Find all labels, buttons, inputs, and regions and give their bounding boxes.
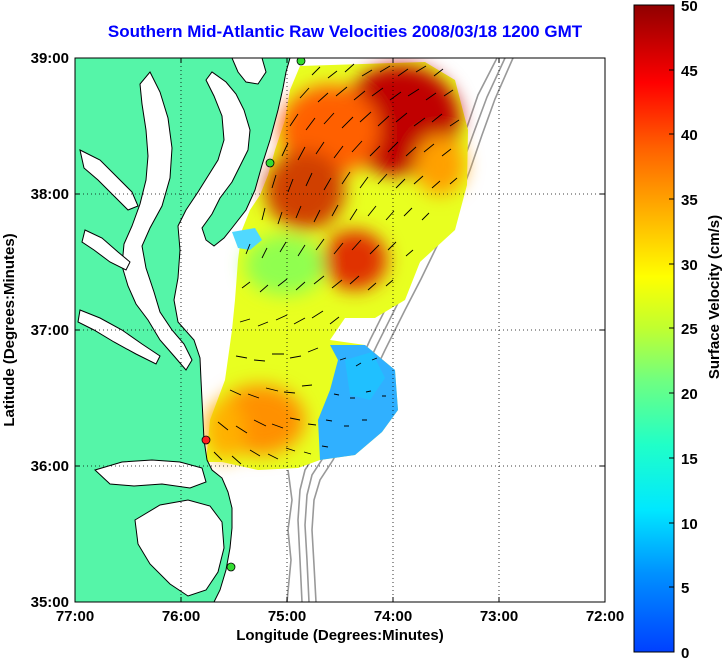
x-axis-label: Longitude (Degrees:Minutes): [236, 627, 444, 644]
arrow-row-02: [299, 86, 454, 103]
colorbar-tick-label: 45: [681, 63, 698, 80]
x-tick-label: 73:00: [480, 608, 518, 625]
x-tick-label: 75:00: [268, 608, 306, 625]
colorbar-tick-label: 20: [681, 386, 698, 403]
bathymetry-contour-shelf: [286, 469, 293, 602]
x-tick-label: 77:00: [56, 608, 94, 625]
pamlico-sound: [134, 499, 225, 597]
colorbar-tick-label: 25: [681, 321, 698, 338]
arrow-row-06: [261, 204, 430, 225]
chesapeake-bay: [121, 71, 193, 371]
arrow-row-08: [241, 275, 394, 293]
velocity-zone-green: [245, 235, 325, 295]
arrow-row-01: [311, 63, 444, 79]
arrow-row-12: [217, 417, 367, 434]
velocity-zone-central: [265, 150, 345, 230]
arrow-row-11: [229, 384, 386, 399]
velocity-zone-southwest: [205, 400, 245, 460]
velocity-field: [205, 62, 468, 470]
y-axis-ticks: [75, 57, 605, 603]
y-tick-label: 35:00: [31, 594, 69, 611]
y-tick-label: 37:00: [31, 322, 69, 339]
chart-title: Southern Mid-Atlantic Raw Velocities 200…: [107, 22, 583, 41]
x-axis-ticks: [74, 58, 606, 602]
colorbar-tick-label: 30: [681, 257, 698, 274]
colorbar-tick-label: 50: [681, 0, 698, 15]
colorbar: [633, 4, 675, 653]
colorbar-label: Surface Velocity (cm/s): [706, 215, 723, 379]
station-marker-northern: [296, 58, 306, 66]
colorbar-tick-label: 35: [681, 192, 698, 209]
velocity-zone-east: [415, 135, 465, 195]
station-marker-southern: [201, 435, 211, 445]
x-tick-label: 76:00: [162, 608, 200, 625]
james-river: [77, 309, 161, 365]
arrow-row-07: [245, 238, 414, 259]
x-tick-label: 74:00: [374, 608, 412, 625]
y-tick-label: 38:00: [31, 186, 69, 203]
velocity-vectors: [213, 63, 460, 465]
y-axis-label: Latitude (Degrees:Minutes): [1, 233, 18, 426]
arrow-row-05: [271, 171, 458, 193]
colorbar-tick-label: 0: [681, 645, 689, 659]
colorbar-tick-label: 15: [681, 451, 698, 468]
bathymetry-contour-outer: [311, 58, 514, 602]
arrow-row-10: [235, 347, 378, 367]
velocity-slow-zone-inner: [345, 352, 385, 400]
colorbar-tick-marks: [669, 4, 674, 653]
colorbar-tick-label: 5: [681, 580, 689, 597]
map-grid: [75, 58, 605, 602]
station-marker-outer-banks: [226, 562, 236, 572]
station-marker-central: [265, 158, 275, 168]
potomac-river: [79, 149, 139, 211]
colorbar-tick-label: 40: [681, 127, 698, 144]
x-tick-label: 72:00: [586, 608, 624, 625]
inland-water: [77, 58, 267, 597]
y-tick-label: 39:00: [31, 50, 69, 67]
arrow-row-03: [289, 111, 460, 131]
delaware-bay: [231, 58, 267, 85]
colorbar-ticks: [669, 4, 674, 653]
velocity-zone-mid: [323, 230, 387, 290]
radar-stations: [201, 58, 306, 572]
y-tick-label: 36:00: [31, 458, 69, 475]
velocity-slow-zone-coast: [232, 228, 262, 250]
arrow-row-09: [239, 310, 340, 327]
axis-ticks: [74, 57, 606, 603]
rappahannock-river: [81, 229, 131, 271]
colorbar-tick-label: 10: [681, 516, 698, 533]
albemarle-sound: [94, 459, 207, 489]
arrow-row-13: [213, 445, 329, 465]
